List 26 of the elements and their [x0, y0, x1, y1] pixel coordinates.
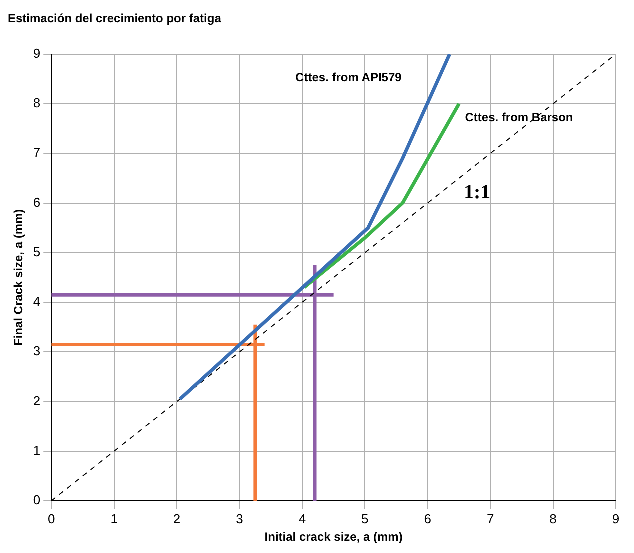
y-axis-title: Final Crack size, a (mm) — [12, 209, 26, 346]
y-tick-label: 5 — [33, 244, 41, 260]
y-tick-label: 8 — [33, 96, 41, 111]
x-axis-title: Initial crack size, a (mm) — [264, 530, 403, 544]
x-tick-label: 1 — [110, 511, 118, 526]
x-tick-label: 4 — [298, 511, 306, 526]
x-tick-label: 6 — [424, 511, 432, 526]
y-tick-label: 6 — [33, 194, 41, 210]
x-tick-label: 9 — [612, 511, 620, 526]
x-tick-label: 0 — [48, 511, 56, 526]
y-tick-label: 1 — [33, 442, 41, 458]
x-tick-label: 5 — [362, 511, 369, 526]
y-tick-label: 0 — [33, 492, 41, 508]
series-label: 1:1 — [464, 182, 491, 204]
chart-title: Estimación del crecimiento por fatiga — [8, 12, 222, 26]
x-tick-label: 8 — [550, 511, 557, 526]
x-tick-label: 3 — [236, 511, 244, 526]
x-tick-label: 7 — [486, 511, 494, 526]
y-tick-label: 2 — [33, 393, 41, 408]
text: Cttes. from API579 — [296, 70, 402, 85]
series-label: Cttes. from Barson — [465, 110, 574, 124]
y-tick-label: 7 — [33, 145, 41, 160]
y-tick-label: 9 — [33, 46, 41, 61]
y-tick-label: 3 — [33, 344, 41, 359]
y-tick-label: 4 — [33, 294, 41, 310]
x-tick-label: 2 — [173, 511, 181, 526]
